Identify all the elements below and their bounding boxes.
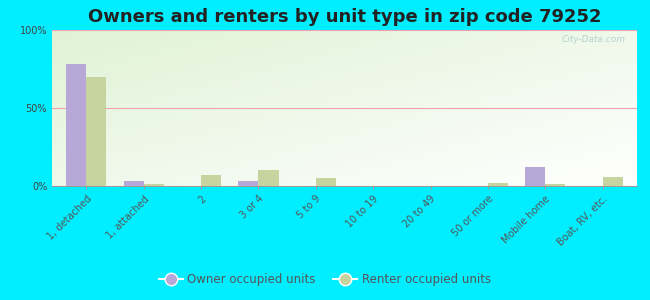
Legend: Owner occupied units, Renter occupied units: Owner occupied units, Renter occupied un… [154,269,496,291]
Bar [239,181,259,186]
Bar [66,64,86,186]
Bar [201,175,221,186]
Bar [259,170,279,186]
Bar [488,183,508,186]
Bar [144,184,164,186]
Bar [124,181,144,186]
Bar [525,167,545,186]
Bar [603,177,623,186]
Bar [86,77,107,186]
Title: Owners and renters by unit type in zip code 79252: Owners and renters by unit type in zip c… [88,8,601,26]
Bar [545,184,566,186]
Bar [316,178,336,186]
Text: City-Data.com: City-Data.com [562,35,625,44]
